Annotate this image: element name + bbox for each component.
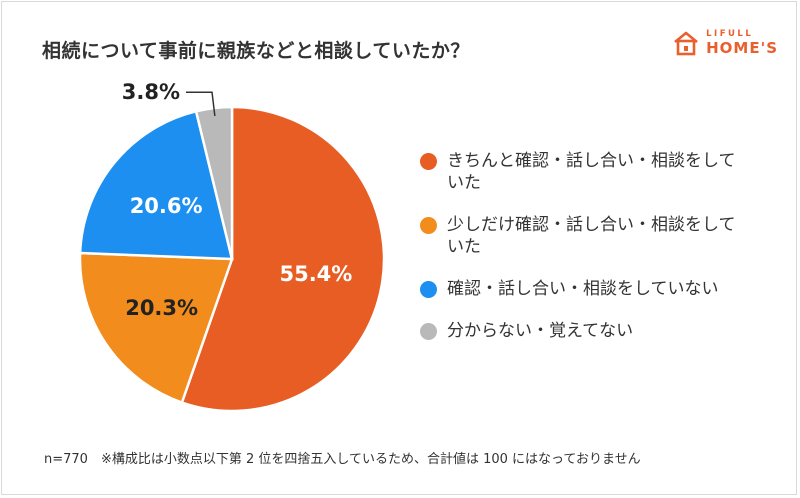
footnote: n=770 ※構成比は小数点以下第 2 位を四捨五入しているため、合計値は 10… [44,452,641,467]
logo-text-small: LIFULL [706,29,754,40]
legend-item-2: 確認・話し合い・相談をしていない [420,278,770,300]
logo-text-big: HOME'S [706,38,778,57]
legend-label-2: 確認・話し合い・相談をしていない [447,279,719,299]
slice-value-label-2: 20.6% [130,194,203,218]
legend-swatch-2 [420,281,437,298]
brand-logo: LIFULL HOME'S [672,26,778,60]
pie-slice-1 [78,251,234,405]
pie-slice-2 [78,109,234,261]
slice-value-label-0: 55.4% [279,262,352,286]
legend-item-0: きちんと確認・話し合い・相談をしていた [420,150,770,194]
legend-label-3: 分からない・覚えてない [447,321,634,341]
slice-value-label-3: 3.8% [122,80,180,104]
legend-item-1: 少しだけ確認・話し合い・相談をしていた [420,214,770,258]
legend-label-0: きちんと確認・話し合い・相談をしていた [447,151,736,193]
legend-swatch-3 [420,323,437,340]
legend-label-1: 少しだけ確認・話し合い・相談をしていた [447,215,736,257]
slice-value-label-1: 20.3% [125,296,198,320]
legend-swatch-1 [420,217,437,234]
chart-title: 相続について事前に親族などと相談していたか？ [42,40,470,62]
house-logo-icon [674,31,698,56]
legend-swatch-0 [420,153,437,170]
chart-legend: きちんと確認・話し合い・相談をしていた 少しだけ確認・話し合い・相談をしていた確認… [420,150,770,362]
leader-line-3 [186,91,216,117]
legend-item-3: 分からない・覚えてない [420,320,770,342]
